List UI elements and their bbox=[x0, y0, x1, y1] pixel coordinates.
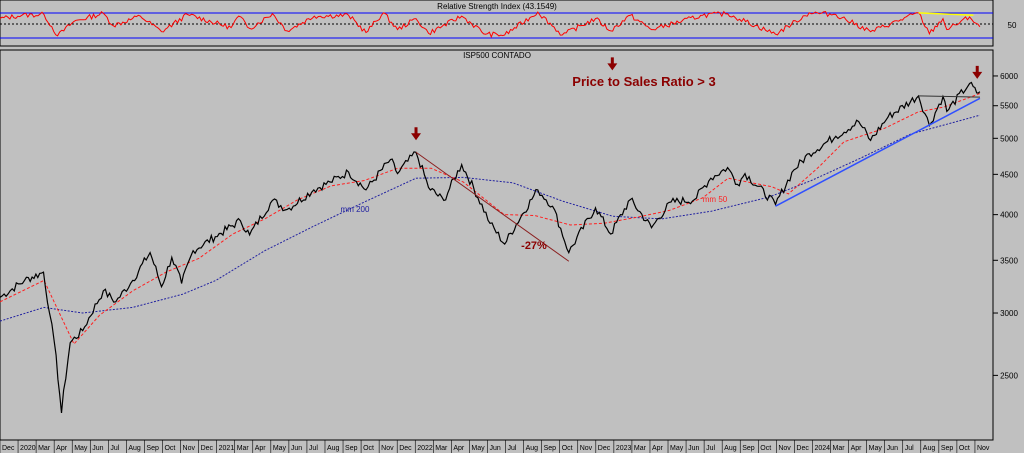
x-tick-label: 2020 bbox=[20, 445, 36, 452]
x-tick-label: May bbox=[670, 445, 684, 452]
mm50-line bbox=[0, 93, 981, 345]
x-tick-label: Jun bbox=[887, 445, 898, 452]
down-arrow-icon bbox=[607, 57, 618, 71]
x-tick-label: Aug bbox=[128, 445, 141, 452]
x-tick-label: Jun bbox=[92, 445, 103, 452]
y-axis: 2500 3000 3500 4000 4500 5000 5500 6000 bbox=[993, 72, 1018, 380]
x-tick-label: Dec bbox=[598, 445, 611, 452]
x-tick-label: 2022 bbox=[417, 445, 433, 452]
x-tick-label: Sep bbox=[941, 445, 954, 452]
rsi-panel: Relative Strength Index (43.1549) 50 bbox=[0, 0, 1017, 47]
x-tick-label: Sep bbox=[544, 445, 557, 452]
support-trendline bbox=[775, 97, 981, 207]
x-tick-label: Mar bbox=[634, 445, 647, 452]
mm200-label: mm 200 bbox=[341, 205, 370, 214]
rsi-line bbox=[0, 10, 981, 39]
x-tick-label: Aug bbox=[724, 445, 737, 452]
ratio-annotation: Price to Sales Ratio > 3 bbox=[572, 74, 715, 89]
y-tick-label: 4000 bbox=[1000, 211, 1018, 220]
x-tick-label: Apr bbox=[851, 445, 863, 452]
top-line bbox=[918, 95, 980, 98]
y-tick-label: 3500 bbox=[1000, 256, 1018, 265]
x-tick-label: Oct bbox=[562, 445, 573, 452]
x-tick-label: Nov bbox=[381, 445, 394, 452]
x-tick-label: Jul bbox=[309, 445, 318, 452]
y-tick-label: 5500 bbox=[1000, 102, 1018, 111]
x-tick-label: Apr bbox=[255, 445, 267, 452]
x-tick-label: Jul bbox=[508, 445, 517, 452]
x-tick-label: May bbox=[869, 445, 883, 452]
x-tick-label: Apr bbox=[56, 445, 68, 452]
x-tick-label: Sep bbox=[146, 445, 159, 452]
x-tick-label: Aug bbox=[923, 445, 936, 452]
x-tick-label: Oct bbox=[959, 445, 970, 452]
x-tick-label: Apr bbox=[453, 445, 465, 452]
x-tick-label: Sep bbox=[345, 445, 358, 452]
mm50-label: mm 50 bbox=[703, 195, 728, 204]
price-title: ISP500 CONTADO bbox=[463, 51, 531, 60]
x-tick-label: Mar bbox=[38, 445, 51, 452]
price-panel-frame bbox=[0, 49, 994, 441]
x-tick-label: Aug bbox=[526, 445, 539, 452]
y-tick-label: 6000 bbox=[1000, 72, 1018, 81]
y-tick-label: 5000 bbox=[1000, 134, 1018, 143]
x-axis: Dec 2020 Mar Apr May Jun Jul Aug Sep Oct Nov Dec 202… bbox=[0, 439, 993, 453]
y-tick-label: 2500 bbox=[1000, 371, 1018, 380]
x-tick-label: Nov bbox=[183, 445, 196, 452]
price-line bbox=[0, 81, 981, 413]
x-tick-label: 2023 bbox=[616, 445, 632, 452]
x-tick-label: Nov bbox=[778, 445, 791, 452]
x-tick-label: Dec bbox=[201, 445, 214, 452]
rsi-tick-label: 50 bbox=[1008, 21, 1017, 30]
decline-line bbox=[415, 151, 570, 262]
x-tick-label: Jun bbox=[489, 445, 500, 452]
x-tick-label: May bbox=[74, 445, 88, 452]
x-tick-label: Nov bbox=[580, 445, 593, 452]
down-arrow-icon bbox=[972, 65, 983, 79]
x-tick-label: Dec bbox=[796, 445, 809, 452]
arrows bbox=[411, 57, 983, 141]
drawdown-annotation: -27% bbox=[521, 240, 547, 252]
x-tick-label: Apr bbox=[652, 445, 664, 452]
x-tick-label: Mar bbox=[237, 445, 250, 452]
x-tick-label: Sep bbox=[742, 445, 755, 452]
down-arrow-icon bbox=[411, 127, 422, 141]
price-panel: ISP500 CONTADO 2500 3000 3500 4000 4500 5000 5… bbox=[0, 49, 1018, 441]
x-tick-label: Jul bbox=[905, 445, 914, 452]
x-ticks: Dec 2020 Mar Apr May Jun Jul Aug Sep Oct Nov Dec 202… bbox=[0, 440, 990, 453]
x-tick-label: Dec bbox=[399, 445, 412, 452]
x-tick-label: Dec bbox=[2, 445, 15, 452]
x-tick-label: May bbox=[273, 445, 287, 452]
x-tick-label: Aug bbox=[327, 445, 340, 452]
x-tick-label: Oct bbox=[363, 445, 374, 452]
x-tick-label: Jun bbox=[688, 445, 699, 452]
rsi-title: Relative Strength Index (43.1549) bbox=[437, 2, 557, 11]
rsi-divergence-line bbox=[918, 12, 974, 17]
x-tick-label: Jul bbox=[110, 445, 119, 452]
x-tick-label: Oct bbox=[760, 445, 771, 452]
y-tick-label: 3000 bbox=[1000, 309, 1018, 318]
y-tick-label: 4500 bbox=[1000, 170, 1018, 179]
x-tick-label: 2024 bbox=[814, 445, 830, 452]
x-tick-label: 2021 bbox=[219, 445, 235, 452]
x-tick-label: Oct bbox=[164, 445, 175, 452]
mm200-line bbox=[0, 114, 981, 322]
x-tick-label: Nov bbox=[977, 445, 990, 452]
x-tick-label: May bbox=[471, 445, 485, 452]
x-tick-label: Jul bbox=[706, 445, 715, 452]
x-tick-label: Mar bbox=[833, 445, 846, 452]
x-tick-label: Jun bbox=[291, 445, 302, 452]
x-tick-label: Mar bbox=[435, 445, 448, 452]
